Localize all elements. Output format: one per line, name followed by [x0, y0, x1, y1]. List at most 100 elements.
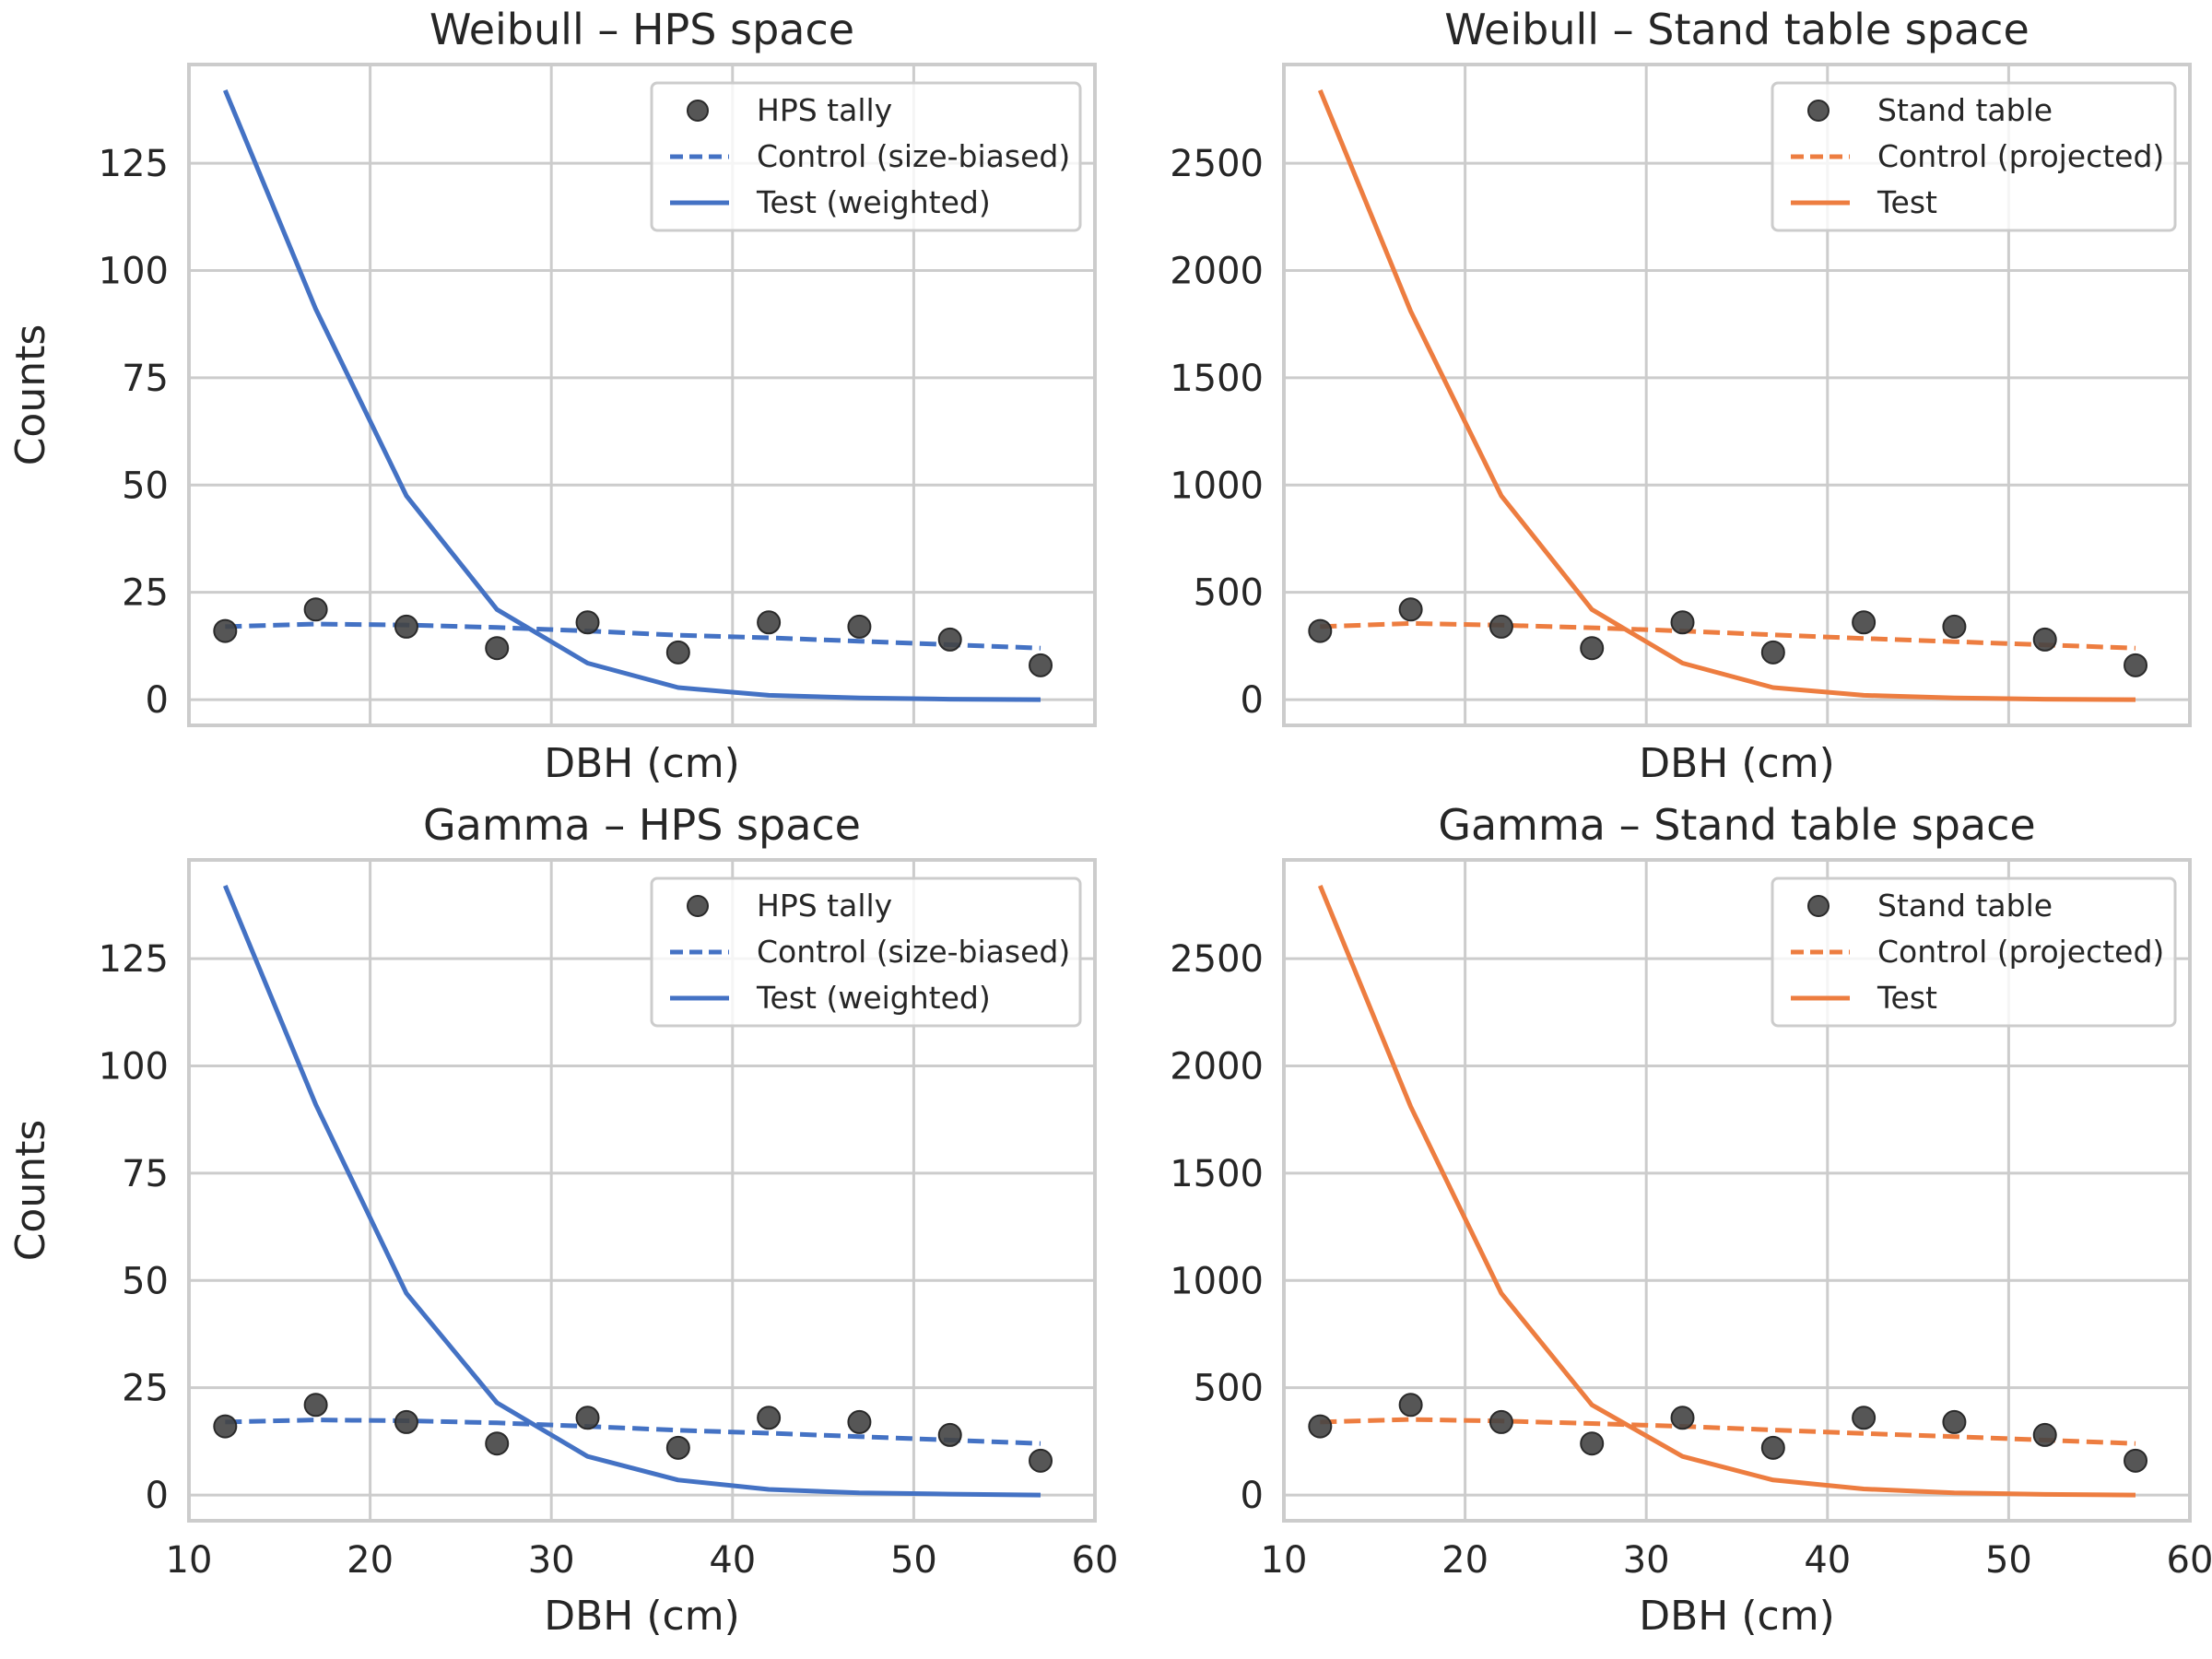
data-point: [2032, 627, 2057, 652]
control-line: [1320, 620, 2136, 651]
data-point: [1942, 614, 1967, 639]
data-point: [1760, 1435, 1785, 1460]
control-line: [225, 621, 1041, 651]
legend: Stand table Control (projected) Test: [1771, 81, 2177, 232]
x-axis-label: DBH (cm): [544, 1593, 740, 1640]
legend-label: Stand table: [1877, 92, 2053, 128]
legend: Stand table Control (projected) Test: [1771, 877, 2177, 1028]
data-point: [1852, 1406, 1877, 1430]
x-tick-label: 10: [1261, 1539, 1308, 1582]
data-point: [1670, 1406, 1695, 1430]
y-tick-label: 100: [99, 250, 169, 292]
x-axis-label: DBH (cm): [544, 740, 740, 787]
legend-marker-scatter: [1807, 895, 1830, 917]
y-tick-label: 0: [1241, 679, 1264, 722]
legend-label: Control (projected): [1877, 934, 2164, 970]
test-line: [222, 88, 1041, 702]
data-point: [1760, 640, 1785, 665]
series-layer: [1308, 884, 2148, 1498]
y-tick-label: 500: [1194, 572, 1264, 615]
test-line: [222, 884, 1041, 1498]
data-point: [303, 1393, 328, 1418]
series-layer: [213, 88, 1053, 702]
y-tick-label: 2000: [1170, 250, 1264, 292]
data-point: [1398, 597, 1423, 622]
chart-panel-1: 0 25 50 75 100 125 Weibull – HPS space DBH (cm)…: [7, 5, 1097, 787]
data-point: [757, 610, 782, 635]
data-point: [485, 636, 510, 661]
series-layer: [213, 884, 1053, 1498]
chart-panel-4: 0 500 1000 1500 2000 2500 10 20 30 40 50 60 Gamma – …: [1170, 800, 2212, 1640]
data-point: [1852, 610, 1877, 635]
y-tick-label: 75: [122, 1153, 169, 1195]
x-axis-label: DBH (cm): [1639, 740, 1835, 787]
chart-panel-3: 0 25 50 75 100 125 10 20 30 40 50 60 Gamma – HPS spa…: [7, 800, 1118, 1640]
chart-title: Gamma – Stand table space: [1438, 800, 2035, 850]
legend-label: Control (projected): [1877, 138, 2164, 174]
x-tick-label: 20: [347, 1539, 394, 1582]
y-tick-label: 500: [1194, 1368, 1264, 1410]
plot-frame: [1282, 858, 2192, 1523]
x-tick-label: 30: [528, 1539, 575, 1582]
y-tick-label: 2000: [1170, 1045, 1264, 1088]
data-point: [394, 614, 418, 639]
legend-marker-scatter: [687, 100, 709, 122]
data-point: [2124, 653, 2148, 677]
y-tick-label: 1500: [1170, 358, 1264, 400]
legend-label: Stand table: [1877, 888, 2053, 924]
data-point: [575, 610, 600, 635]
plot-frame: [187, 858, 1097, 1523]
data-point: [485, 1431, 510, 1456]
y-tick-label: 0: [146, 679, 169, 722]
data-point: [1398, 1393, 1423, 1418]
x-tick-label: 30: [1623, 1539, 1670, 1582]
x-tick-label: 20: [1441, 1539, 1488, 1582]
legend-box: [650, 81, 1082, 232]
data-point: [213, 618, 238, 643]
data-point: [2124, 1448, 2148, 1473]
legend-marker-scatter: [1807, 100, 1830, 122]
legend-label: HPS tally: [757, 888, 892, 924]
x-tick-label: 50: [890, 1539, 937, 1582]
x-axis-label: DBH (cm): [1639, 1593, 1835, 1640]
x-tick-label: 60: [2167, 1539, 2212, 1582]
x-tick-label: 50: [1985, 1539, 2032, 1582]
data-point: [1942, 1409, 1967, 1434]
y-tick-label: 50: [122, 465, 169, 507]
data-point: [757, 1406, 782, 1430]
data-point: [665, 640, 690, 665]
legend-label: Test (weighted): [756, 184, 991, 220]
data-point: [1488, 614, 1513, 639]
y-axis-label: Counts: [7, 324, 54, 466]
x-tick-label: 10: [166, 1539, 213, 1582]
test-line: [1317, 88, 2136, 702]
legend-label: Control (size-biased): [757, 138, 1070, 174]
y-tick-label: 1000: [1170, 1260, 1264, 1302]
legend-box: [1771, 877, 2177, 1028]
data-point: [1580, 636, 1605, 661]
data-point: [847, 614, 872, 639]
x-tick-label: 40: [709, 1539, 756, 1582]
y-tick-label: 25: [122, 1368, 169, 1410]
legend-box: [650, 877, 1082, 1028]
control-line: [1320, 1417, 2136, 1446]
y-tick-label: 25: [122, 572, 169, 615]
test-line: [1317, 884, 2136, 1498]
legend-label: Control (size-biased): [757, 934, 1070, 970]
y-tick-label: 75: [122, 358, 169, 400]
control-line: [225, 1418, 1041, 1446]
plot-frame: [1282, 63, 2192, 727]
data-point: [1029, 1448, 1053, 1473]
legend-marker-scatter: [687, 895, 709, 917]
legend-label: HPS tally: [757, 92, 892, 128]
y-tick-label: 1500: [1170, 1153, 1264, 1195]
y-tick-label: 1000: [1170, 465, 1264, 507]
legend-label: Test: [1877, 184, 1937, 220]
data-point: [1308, 618, 1333, 643]
legend-box: [1771, 81, 2177, 232]
x-tick-label: 40: [1804, 1539, 1851, 1582]
legend-label: Test (weighted): [756, 980, 991, 1016]
data-point: [1029, 653, 1053, 677]
data-point: [1580, 1431, 1605, 1456]
